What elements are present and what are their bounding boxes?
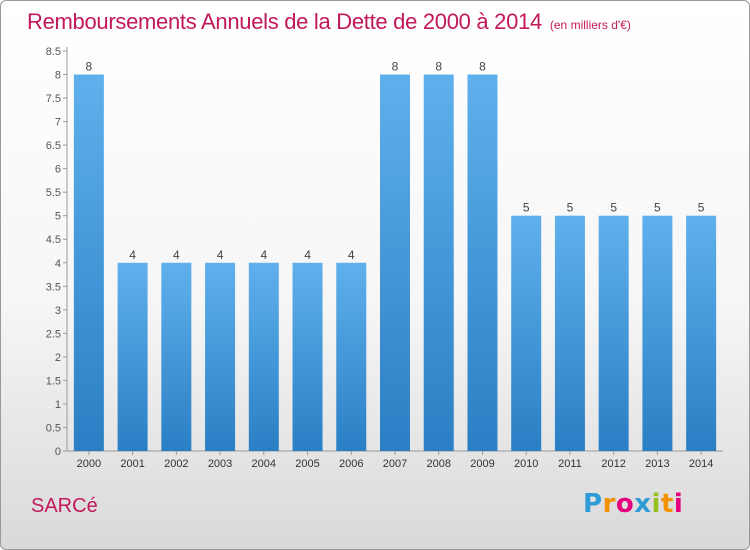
chart-bars: 8 4 4 4 4 4 4 8 8 8 5 5 5 5 5 bbox=[73, 60, 717, 451]
x-tick-label: 2003 bbox=[208, 458, 232, 470]
logo-letter: r bbox=[602, 489, 616, 519]
bar-value-label: 4 bbox=[129, 248, 136, 262]
y-tick-label: 6.5 bbox=[46, 140, 61, 152]
bar bbox=[336, 262, 367, 451]
bar bbox=[380, 74, 410, 451]
bar bbox=[642, 215, 673, 451]
x-tick-label: 2011 bbox=[558, 458, 582, 470]
x-tick-label: 2010 bbox=[514, 458, 538, 470]
x-tick-label: 2009 bbox=[470, 458, 494, 470]
bar-value-label: 5 bbox=[523, 201, 530, 215]
logo-letter: o bbox=[615, 489, 635, 519]
bar-value-label: 8 bbox=[435, 60, 442, 74]
y-tick-label: 8 bbox=[55, 70, 61, 82]
x-tick-label: 2007 bbox=[383, 458, 407, 470]
bar-value-label: 4 bbox=[260, 248, 267, 262]
bar bbox=[511, 215, 542, 451]
logo-letter: P bbox=[583, 489, 603, 519]
y-tick-label: 1.5 bbox=[46, 375, 61, 387]
y-tick-label: 7 bbox=[55, 117, 61, 129]
y-tick-label: 1 bbox=[55, 399, 61, 411]
bar bbox=[117, 262, 148, 451]
bar bbox=[423, 74, 454, 451]
chart-axes: 0 0.5 1 1.5 2 2.5 3 3.5 4 4.5 5 5.5 6 6.5 7 7.5 8 8.5 2000… bbox=[46, 46, 723, 470]
x-tick-label: 2014 bbox=[689, 458, 713, 470]
bar bbox=[161, 262, 192, 451]
y-tick-label: 7.5 bbox=[46, 93, 61, 105]
y-tick-label: 2 bbox=[55, 352, 61, 364]
bar bbox=[554, 215, 585, 451]
bar bbox=[467, 74, 498, 451]
bar bbox=[73, 74, 104, 451]
chart-subtitle: (en milliers d'€) bbox=[549, 18, 631, 32]
y-tick-label: 6 bbox=[55, 164, 61, 176]
bar bbox=[598, 215, 629, 451]
bar-value-label: 4 bbox=[173, 248, 180, 262]
bar-value-label: 8 bbox=[392, 60, 399, 74]
y-tick-label: 0 bbox=[55, 446, 61, 458]
bar-value-label: 5 bbox=[698, 201, 705, 215]
x-tick-label: 2013 bbox=[645, 458, 669, 470]
bar-value-label: 5 bbox=[610, 201, 617, 215]
proxiti-logo: Proxiti bbox=[583, 489, 683, 519]
x-tick-label: 2005 bbox=[295, 458, 319, 470]
chart-title: Remboursements Annuels de la Dette de 20… bbox=[27, 9, 631, 35]
y-tick-label: 3 bbox=[55, 305, 61, 317]
bar-value-label: 4 bbox=[304, 248, 311, 262]
bar-value-label: 4 bbox=[348, 248, 355, 262]
x-tick-label: 2004 bbox=[252, 458, 276, 470]
bar bbox=[686, 215, 717, 451]
y-tick-label: 3.5 bbox=[46, 281, 61, 293]
x-tick-label: 2006 bbox=[339, 458, 363, 470]
bar-value-label: 5 bbox=[654, 201, 661, 215]
y-tick-label: 5 bbox=[55, 211, 61, 223]
y-tick-label: 8.5 bbox=[46, 46, 61, 58]
bar bbox=[205, 262, 236, 451]
x-tick-label: 2012 bbox=[601, 458, 625, 470]
x-tick-label: 2008 bbox=[426, 458, 450, 470]
y-tick-label: 2.5 bbox=[46, 328, 61, 340]
bar bbox=[292, 262, 323, 451]
bar-value-label: 5 bbox=[567, 201, 574, 215]
logo-letter: i bbox=[651, 489, 661, 519]
bar-value-label: 8 bbox=[86, 60, 93, 74]
logo-letter: i bbox=[673, 489, 684, 519]
y-tick-label: 4.5 bbox=[46, 234, 61, 246]
x-tick-label: 2001 bbox=[120, 458, 144, 470]
y-tick-label: 0.5 bbox=[46, 422, 61, 434]
bar-value-label: 8 bbox=[479, 60, 486, 74]
y-tick-label: 4 bbox=[55, 258, 61, 270]
logo-letter: t bbox=[660, 489, 674, 519]
chart-title-text: Remboursements Annuels de la Dette de 20… bbox=[27, 9, 542, 34]
x-tick-label: 2002 bbox=[164, 458, 188, 470]
bar-value-label: 4 bbox=[217, 248, 224, 262]
commune-name: SARCé bbox=[31, 495, 98, 517]
x-tick-label: 2000 bbox=[77, 458, 101, 470]
bar bbox=[248, 262, 279, 451]
logo-letter: x bbox=[634, 489, 652, 519]
y-tick-label: 5.5 bbox=[46, 187, 61, 199]
